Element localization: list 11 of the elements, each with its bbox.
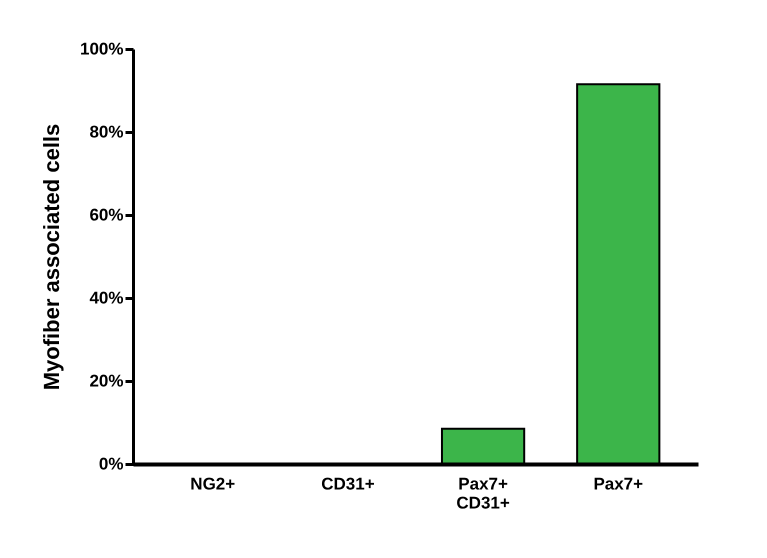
x-tick-label: Pax7+ (593, 474, 644, 494)
x-tick-label: CD31+ (321, 474, 375, 494)
y-axis-title: Myofiber associated cells (39, 124, 64, 390)
x-tick-label: NG2+ (190, 474, 236, 494)
y-tick-label: 40% (89, 288, 124, 308)
y-tick-label: 80% (89, 122, 124, 142)
x-tick-label: Pax7+ CD31+ (456, 474, 510, 512)
y-tick-label: 60% (89, 206, 124, 224)
y-tick-label: 100% (80, 40, 124, 58)
y-tick-label: 0% (98, 454, 124, 474)
y-tick-label: 20% (89, 372, 124, 390)
